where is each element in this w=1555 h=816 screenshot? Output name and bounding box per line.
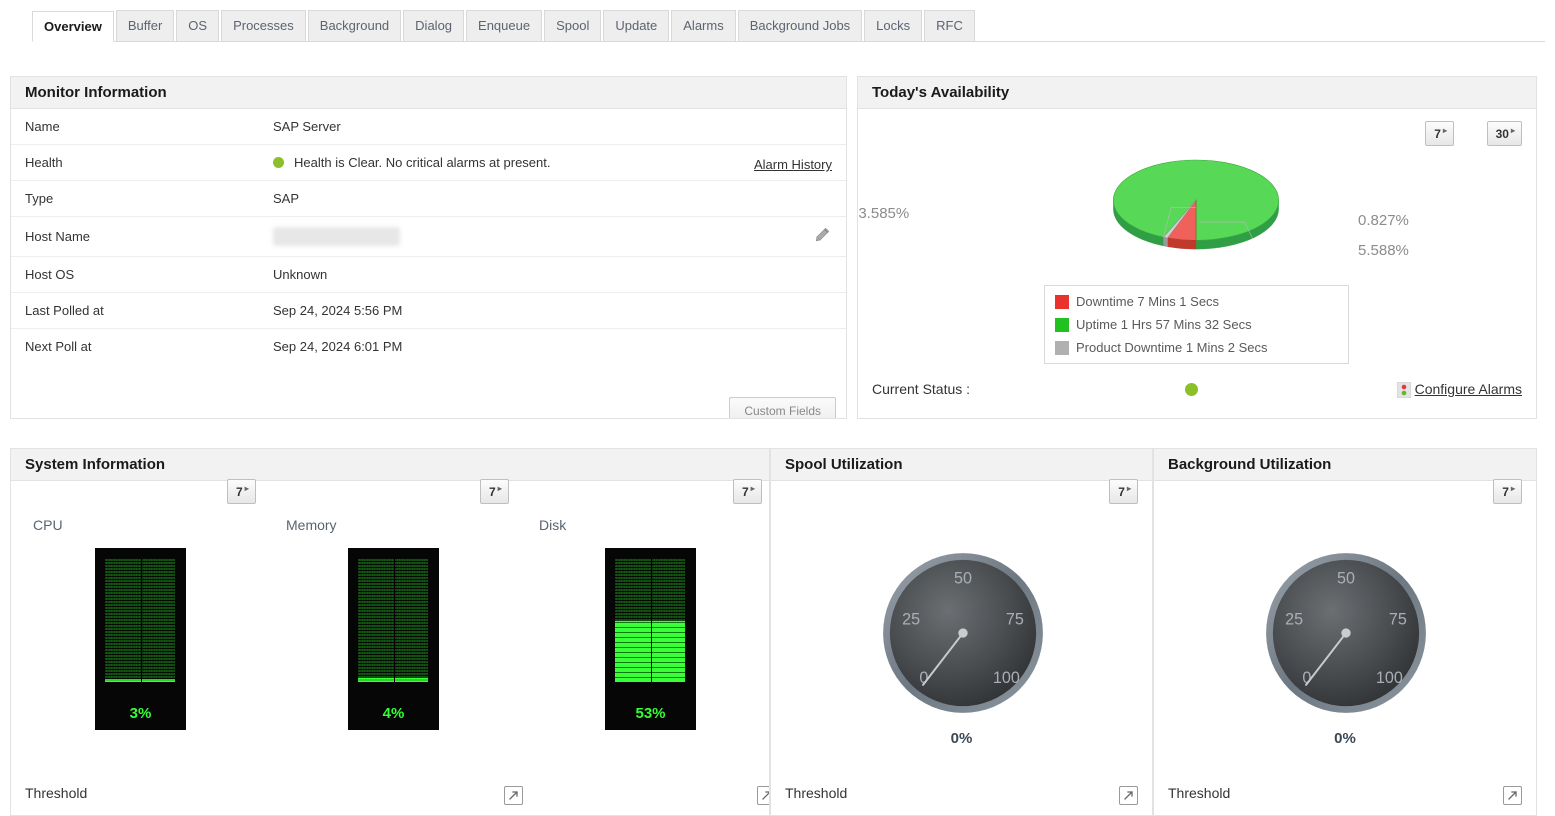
svg-text:75: 75 xyxy=(1006,611,1024,629)
svg-text:25: 25 xyxy=(902,611,920,629)
svg-text:25: 25 xyxy=(1285,611,1303,629)
svg-text:75: 75 xyxy=(1389,611,1407,629)
svg-text:100: 100 xyxy=(1376,669,1403,687)
svg-text:50: 50 xyxy=(954,570,972,588)
svg-text:100: 100 xyxy=(993,669,1020,687)
svg-text:50: 50 xyxy=(1337,570,1355,588)
